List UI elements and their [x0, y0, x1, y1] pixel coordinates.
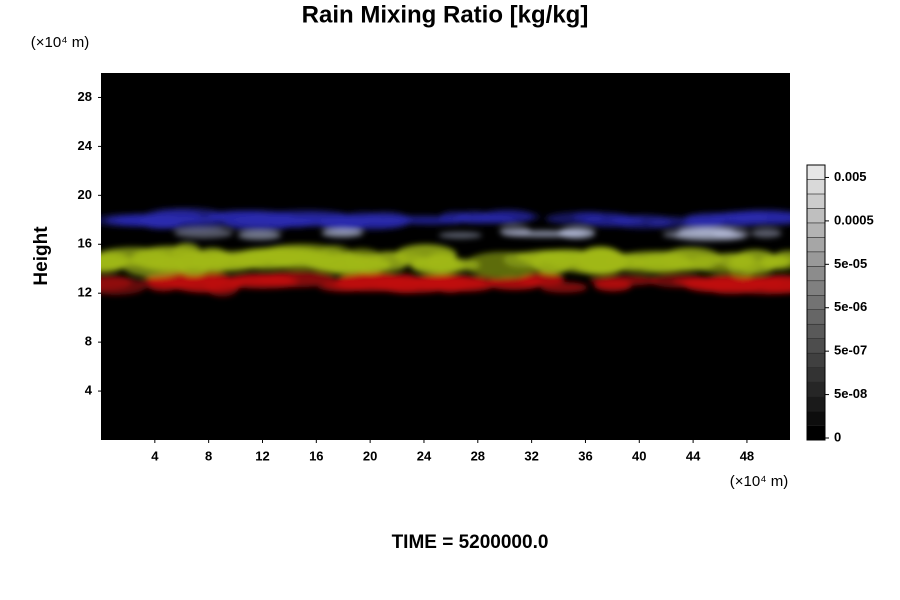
- field-blob: [358, 251, 426, 268]
- field-blob: [217, 210, 295, 225]
- field-blob: [345, 211, 381, 225]
- chart-title: Rain Mixing Ratio [kg/kg]: [302, 1, 589, 28]
- y-axis-label: Height: [31, 226, 52, 286]
- x-tick-label: 4: [151, 448, 159, 463]
- field-blob: [143, 208, 201, 225]
- colorbar-band: [806, 410, 826, 426]
- field-blob: [402, 274, 487, 291]
- field-blob: [593, 279, 632, 292]
- field-blob: [244, 246, 333, 266]
- colorbar-tick-label: 5e-07: [834, 343, 867, 358]
- field-blob: [751, 228, 782, 238]
- y-unit-label: (×10⁴ m): [31, 34, 90, 51]
- field-blob: [748, 279, 790, 290]
- field-blob: [577, 246, 624, 273]
- field-blob: [755, 257, 790, 270]
- field-blob: [199, 271, 230, 288]
- colorbar-band: [806, 338, 826, 354]
- y-tick-label: 8: [85, 334, 92, 349]
- colorbar-band: [806, 193, 826, 209]
- field-blob: [614, 214, 671, 230]
- colorbar-tick-label: 0.0005: [834, 212, 874, 227]
- x-tick-label: 44: [686, 448, 701, 463]
- x-tick-label: 12: [255, 448, 269, 463]
- field-blob: [486, 276, 543, 290]
- x-tick-label: 16: [309, 448, 323, 463]
- colorbar-tick-label: 0.005: [834, 169, 867, 184]
- x-tick-label: 20: [363, 448, 377, 463]
- colorbar-tick-label: 5e-05: [834, 256, 867, 271]
- field-blob: [101, 247, 172, 267]
- field-blob: [281, 215, 312, 228]
- colorbar-band: [806, 352, 826, 368]
- colorbar-frame: [806, 164, 826, 441]
- field-blob: [672, 277, 746, 287]
- y-tick-label: 16: [78, 236, 92, 251]
- y-tick-label: 4: [85, 383, 93, 398]
- field-blob: [171, 242, 203, 266]
- y-tick-label: 20: [78, 187, 92, 202]
- colorbar-band: [806, 237, 826, 253]
- colorbar-band: [806, 222, 826, 238]
- field-blob: [410, 255, 466, 275]
- field-blob: [499, 225, 531, 237]
- field-blob: [482, 209, 534, 224]
- colorbar-band: [806, 266, 826, 282]
- x-unit-label: (×10⁴ m): [730, 473, 789, 490]
- y-tick-label: 28: [78, 89, 92, 104]
- field-blob: [662, 230, 742, 240]
- colorbar-band: [806, 164, 826, 180]
- x-tick-label: 40: [632, 448, 646, 463]
- colorbar-band: [806, 309, 826, 325]
- colorbar-tick-label: 0: [834, 429, 841, 444]
- field-blob: [438, 231, 482, 239]
- colorbar-band: [806, 323, 826, 339]
- colorbar-band: [806, 208, 826, 224]
- x-tick-label: 28: [471, 448, 485, 463]
- field-blob: [237, 230, 282, 240]
- field-blob: [321, 228, 364, 238]
- x-tick-label: 36: [578, 448, 592, 463]
- colorbar-band: [806, 251, 826, 267]
- field-blob: [572, 211, 604, 223]
- colorbar-tick-label: 5e-06: [834, 299, 867, 314]
- colorbar-band: [806, 295, 826, 310]
- field-blob: [101, 214, 151, 227]
- field-blob: [219, 273, 300, 285]
- field-blob: [174, 227, 233, 239]
- colorbar-band: [806, 396, 826, 412]
- y-tick-label: 24: [78, 138, 93, 153]
- colorbar-band: [806, 381, 826, 397]
- field-blob: [558, 227, 596, 239]
- x-tick-label: 32: [524, 448, 538, 463]
- x-tick-label: 24: [417, 448, 432, 463]
- y-tick-label: 12: [78, 285, 92, 300]
- colorbar-band: [806, 367, 826, 383]
- field-blob: [101, 277, 147, 296]
- colorbar-tick-label: 5e-08: [834, 386, 867, 401]
- field-blob: [741, 212, 790, 224]
- colorbar-band: [806, 425, 826, 441]
- time-label: TIME = 5200000.0: [392, 532, 549, 553]
- colorbar: 0 5e-08 5e-07 5e-06 5e-05 0.0005 0.005: [806, 164, 874, 444]
- field-blob: [333, 274, 409, 292]
- colorbar-band: [806, 280, 826, 296]
- colorbar-band: [806, 179, 826, 195]
- x-tick-label: 48: [740, 448, 754, 463]
- field-blob: [660, 247, 722, 271]
- field-blob: [141, 275, 176, 287]
- x-tick-label: 8: [205, 448, 212, 463]
- field-render: [101, 208, 790, 297]
- field-blob: [726, 253, 759, 278]
